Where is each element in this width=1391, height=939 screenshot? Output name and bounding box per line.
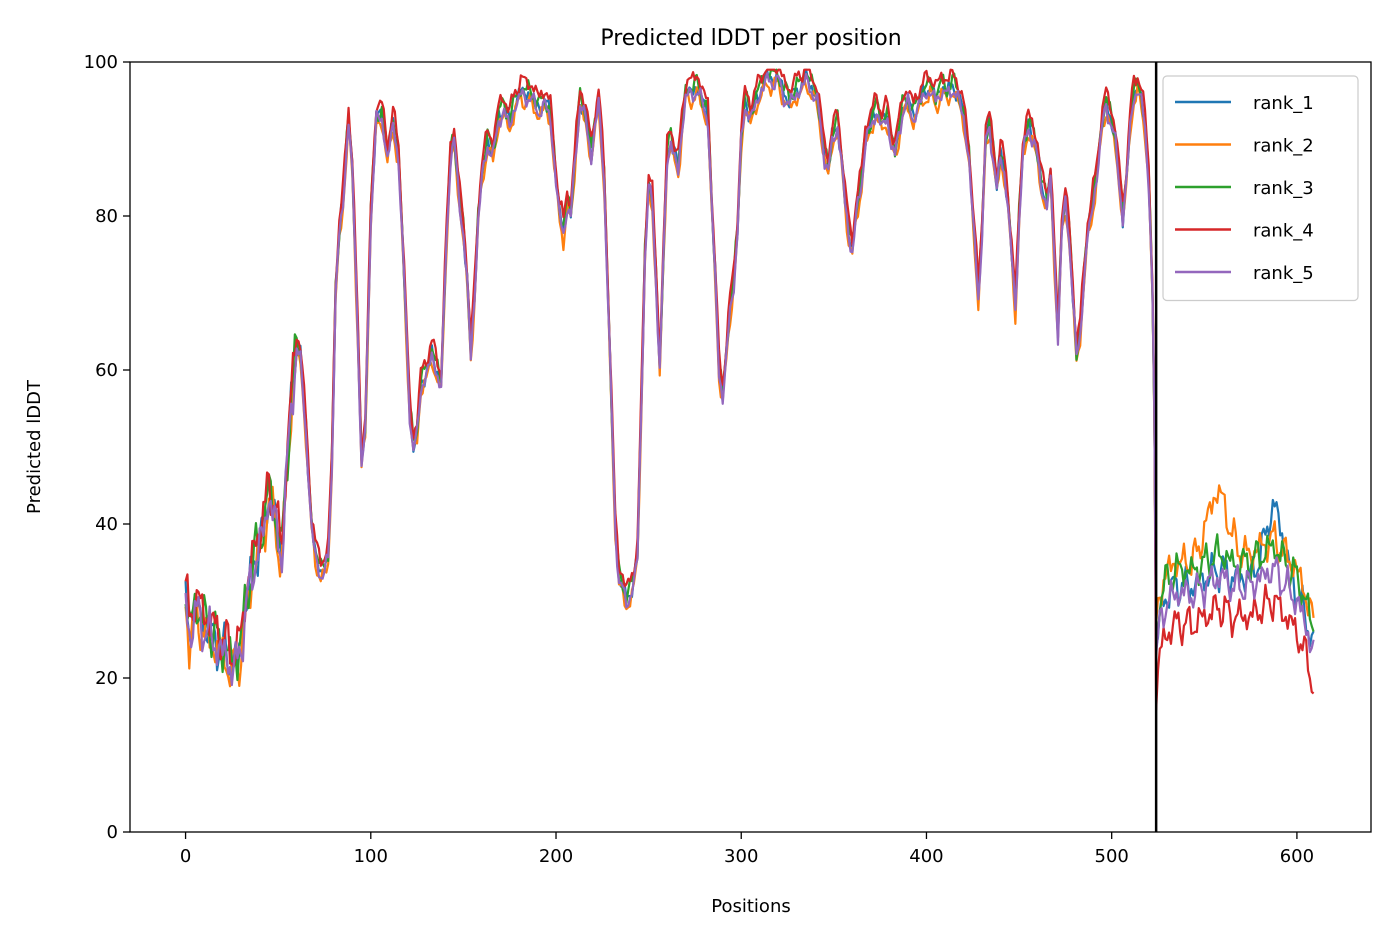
x-tick-label: 400 <box>909 846 943 867</box>
x-tick-label: 100 <box>354 846 388 867</box>
legend-box <box>1162 75 1359 302</box>
series-line-rank_4 <box>184 68 1315 712</box>
y-tick-label: 100 <box>84 52 118 73</box>
chart-title: Predicted lDDT per position <box>600 26 901 51</box>
series-line-rank_3 <box>184 68 1315 682</box>
x-tick-label: 600 <box>1280 846 1314 867</box>
y-tick-label: 80 <box>95 206 118 227</box>
y-tick-label: 40 <box>95 514 118 535</box>
series-line-rank_5 <box>184 72 1315 687</box>
x-axis-label: Positions <box>711 896 790 917</box>
series-lines <box>184 68 1315 712</box>
x-tick-label: 300 <box>724 846 758 867</box>
legend: rank_1 rank_2 rank_3 rank_4 rank_5 <box>1162 75 1359 302</box>
plot-frame <box>129 61 1372 833</box>
y-tick-label: 60 <box>95 360 118 381</box>
x-axis-ticks: 0 100 200 300 400 500 600 <box>180 832 1314 867</box>
x-tick-label: 500 <box>1095 846 1129 867</box>
series-line-rank_1 <box>184 68 1315 681</box>
legend-label-rank_1: rank_1 <box>1253 93 1314 114</box>
legend-label-rank_5: rank_5 <box>1253 263 1314 284</box>
x-tick-label: 0 <box>180 846 191 867</box>
y-axis-ticks: 0 20 40 60 80 100 <box>84 52 130 843</box>
y-tick-label: 20 <box>95 668 118 689</box>
x-tick-label: 200 <box>539 846 573 867</box>
legend-label-rank_3: rank_3 <box>1253 178 1314 199</box>
legend-label-rank_4: rank_4 <box>1253 221 1314 242</box>
legend-label-rank_2: rank_2 <box>1253 136 1314 157</box>
y-tick-label: 0 <box>107 822 118 843</box>
y-axis-label: Predicted lDDT <box>24 379 45 514</box>
series-line-rank_2 <box>184 76 1315 688</box>
